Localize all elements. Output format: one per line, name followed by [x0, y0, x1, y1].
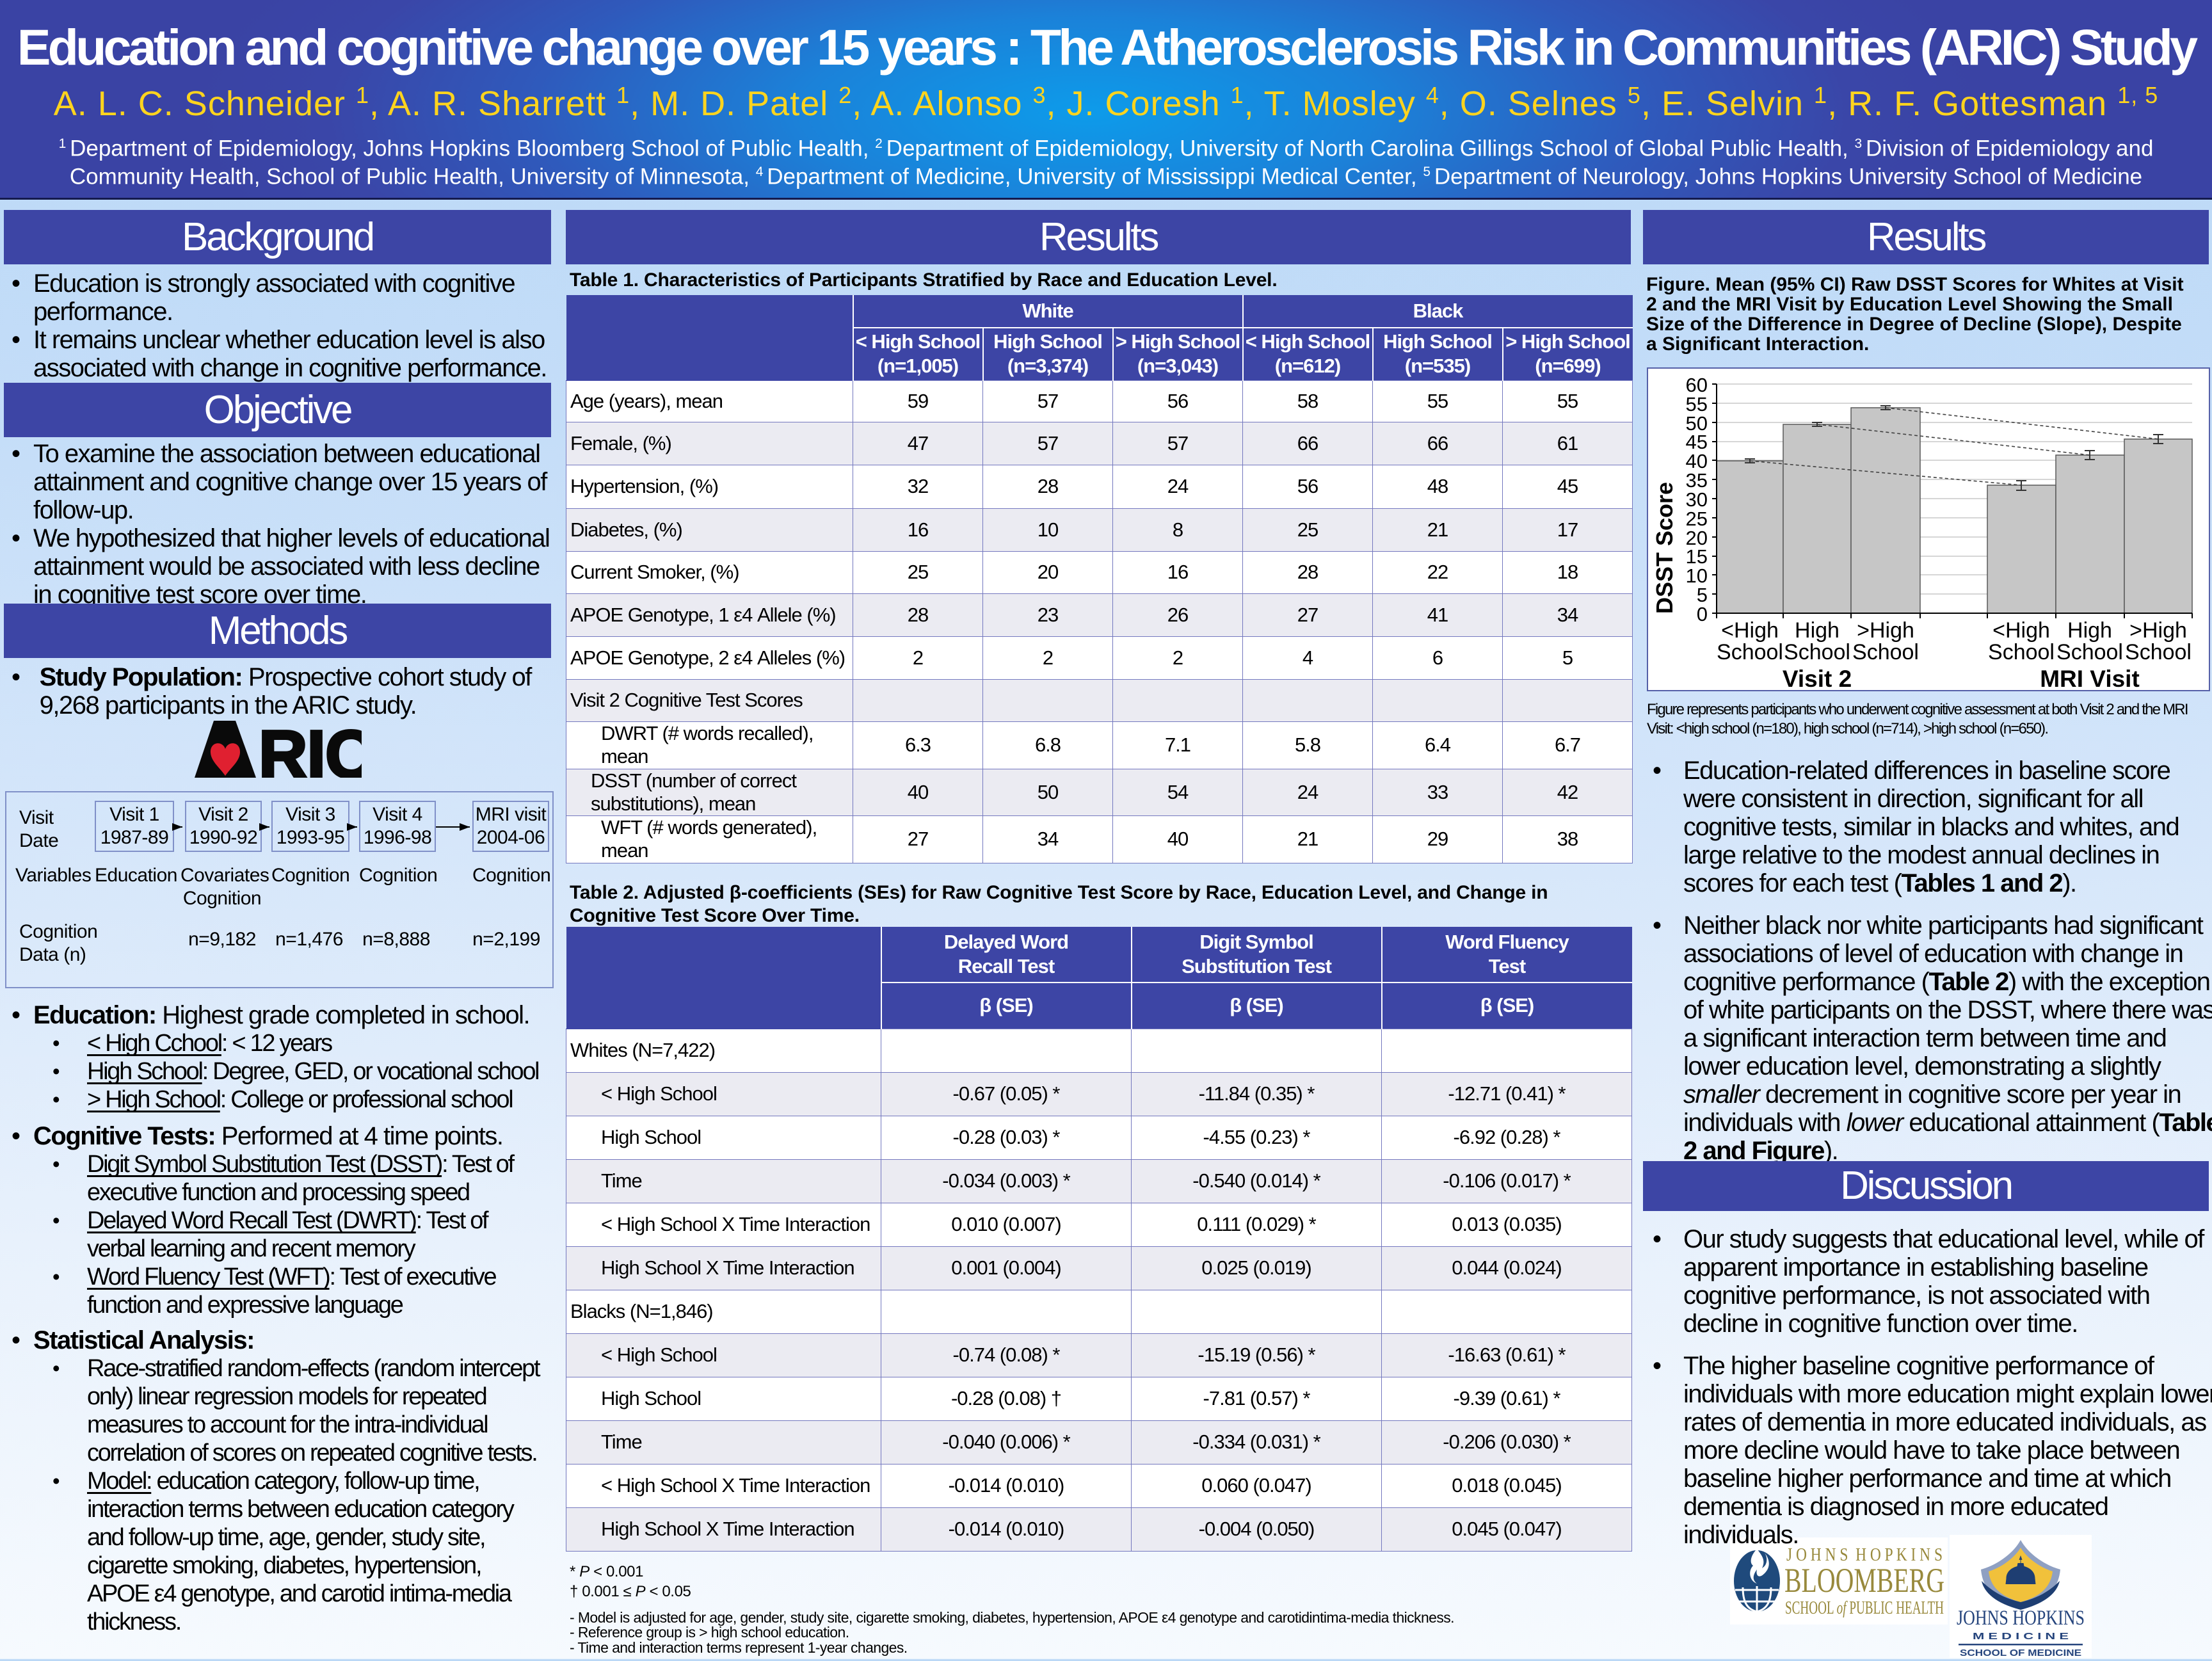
svg-text:Visit 2: Visit 2	[1783, 666, 1852, 690]
svg-text:>High: >High	[1857, 618, 1914, 643]
svg-text:55: 55	[1686, 393, 1708, 415]
svg-text:>High: >High	[2129, 618, 2187, 643]
svg-text:30: 30	[1686, 488, 1708, 511]
svg-text:School: School	[1852, 640, 1919, 664]
svg-text:High: High	[2067, 618, 2112, 643]
svg-text:50: 50	[1686, 412, 1708, 435]
svg-text:10: 10	[1686, 565, 1708, 587]
svg-text:SCHOOL of PUBLIC HEALTH: SCHOOL of PUBLIC HEALTH	[1785, 1598, 1944, 1618]
svg-text:20: 20	[1686, 527, 1708, 549]
svg-text:45: 45	[1686, 431, 1708, 453]
svg-text:5: 5	[1697, 584, 1708, 606]
svg-text:SCHOOL OF MEDICINE: SCHOOL OF MEDICINE	[1960, 1648, 2081, 1658]
svg-text:25: 25	[1686, 508, 1708, 530]
svg-text:15: 15	[1686, 545, 1708, 568]
svg-text:DSST Score: DSST Score	[1651, 482, 1678, 614]
svg-text:40: 40	[1686, 450, 1708, 472]
svg-text:<High: <High	[1992, 618, 2050, 643]
svg-text:JOHNS HOPKINS: JOHNS HOPKINS	[1957, 1607, 2085, 1630]
svg-text:School: School	[1988, 640, 2055, 664]
svg-text:BLOOMBERG: BLOOMBERG	[1784, 1561, 1944, 1600]
svg-text:School: School	[1784, 640, 1850, 664]
svg-text:0: 0	[1697, 603, 1708, 625]
svg-text:35: 35	[1686, 469, 1708, 492]
svg-text:High: High	[1795, 618, 1839, 643]
svg-text:<High: <High	[1721, 618, 1779, 643]
svg-text:School: School	[2056, 640, 2123, 664]
svg-text:School: School	[2125, 640, 2192, 664]
svg-text:School: School	[1717, 640, 1783, 664]
svg-text:M E D I C I N E: M E D I C I N E	[1973, 1631, 2069, 1642]
svg-text:MRI Visit: MRI Visit	[2040, 666, 2140, 690]
svg-text:RIC: RIC	[259, 721, 362, 778]
svg-text:60: 60	[1686, 374, 1708, 396]
